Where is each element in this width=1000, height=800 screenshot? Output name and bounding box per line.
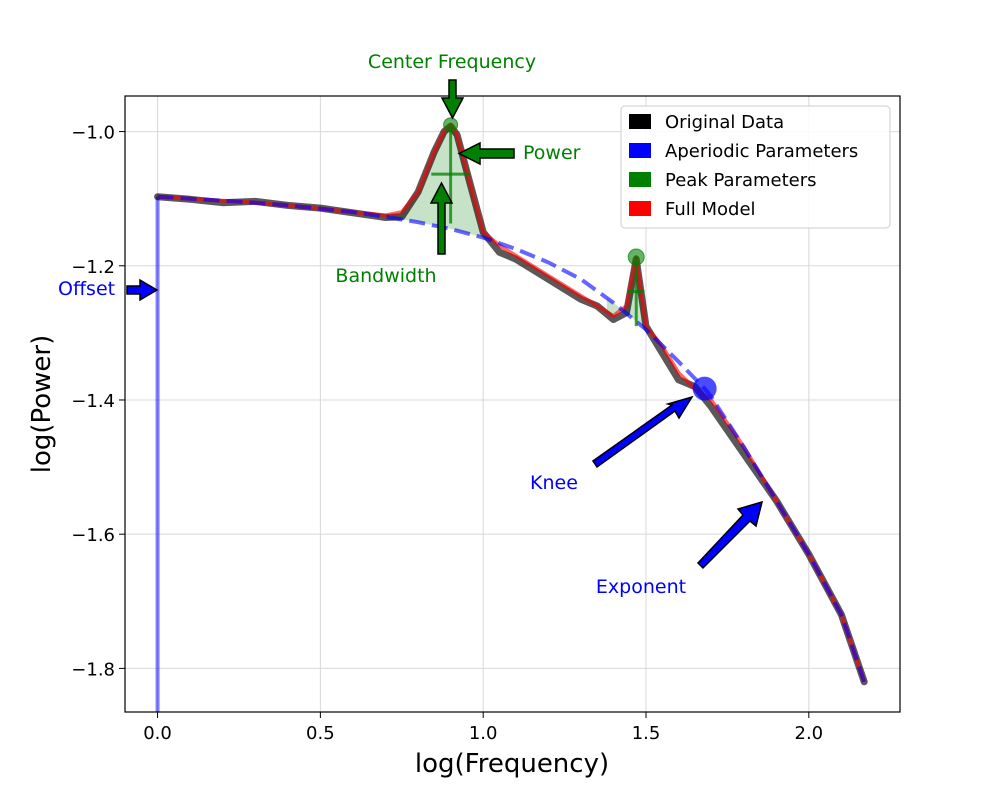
annotation-exponent: Exponent [596,576,686,598]
legend-swatch-peak [629,172,651,187]
x-tick-label: 1.0 [469,723,498,744]
knee-marker [692,376,717,401]
legend-label-original: Original Data [665,112,784,133]
power-arrow-icon [457,141,515,166]
y-tick-label: −1.4 [71,391,115,412]
center-frequency-arrow-icon [440,79,465,120]
y-axis-label: log(Power) [27,335,57,474]
y-tick-label: −1.6 [71,525,115,546]
markers [443,117,717,401]
annotation-offset: Offset [58,278,115,300]
legend-swatch-original [629,114,651,129]
x-tick-label: 2.0 [795,723,824,744]
annotation-bandwidth: Bandwidth [335,265,436,287]
offset-arrow-icon [126,278,159,302]
legend-label-full-model: Full Model [665,199,756,220]
legend-label-peak: Peak Parameters [665,170,817,191]
legend-swatch-aperiodic [629,143,651,158]
y-tick-label: −1.0 [71,123,115,144]
y-tick-label: −1.8 [71,659,115,680]
series-aperiodic-fit [157,194,867,683]
x-axis-label: log(Frequency) [415,749,609,779]
plot-frame [124,95,901,713]
peak-center-marker [627,248,645,266]
annotation-knee: Knee [530,472,578,494]
annotation-center-frequency: Center Frequency [368,51,536,73]
peak-parameter-lines [431,124,645,327]
bandwidth-arrow-icon [429,181,454,255]
peak-fill-area [392,126,500,246]
annotation-power: Power [523,142,581,164]
exponent-arrow-icon [696,500,764,570]
legend-box [620,105,891,229]
annotation-arrows [126,79,764,570]
y-tick-label: −1.2 [71,257,115,278]
axis-ticks: 0.0 0.5 1.0 1.5 2.0 −1.0 −1.2 −1.4 −1.6 −1.8 [71,123,823,744]
peak-center-marker [443,117,459,133]
legend-label-aperiodic: Aperiodic Parameters [665,141,858,162]
knee-arrow-icon [591,395,694,469]
x-tick-label: 1.5 [632,723,661,744]
legend: Original Data Aperiodic Parameters Peak … [620,105,891,229]
x-tick-label: 0.5 [306,723,335,744]
grid [125,96,900,712]
x-tick-label: 0.0 [143,723,172,744]
legend-swatch-full-model [629,201,651,216]
